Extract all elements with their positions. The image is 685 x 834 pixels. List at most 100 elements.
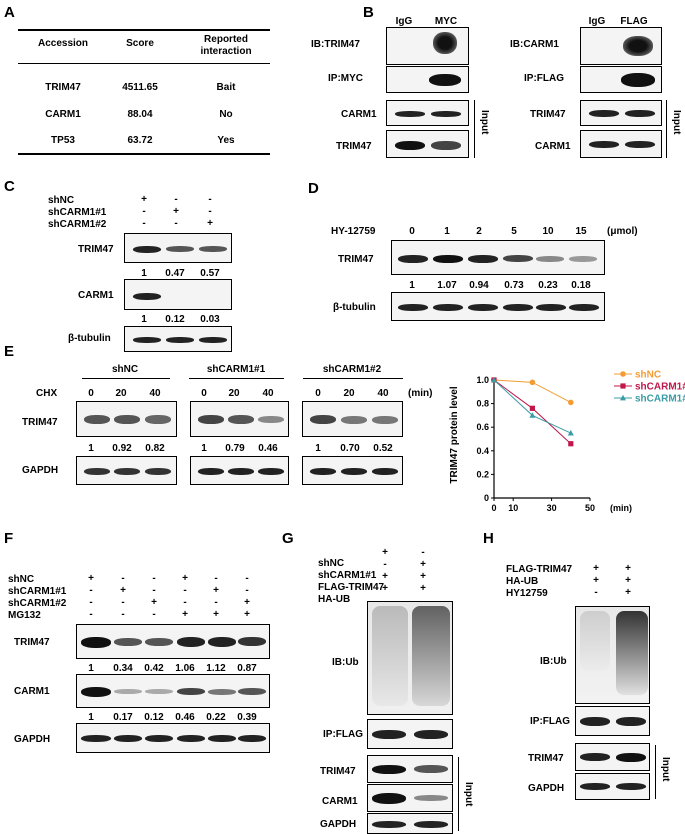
quant-value: 1: [201, 443, 207, 454]
condition-label: shNC: [8, 574, 35, 585]
row-label: GAPDH: [22, 465, 59, 476]
quant-value: 0.94: [469, 280, 489, 291]
table-cell: TRIM47: [45, 82, 81, 93]
mark: -: [89, 609, 93, 620]
x-tick-label: 50: [585, 503, 595, 513]
x-tick-label: 30: [547, 503, 557, 513]
blot-trim47: [124, 233, 232, 263]
condition-label: shNC: [48, 195, 75, 206]
row-label: IP:FLAG: [524, 73, 564, 84]
blot-carm1: [386, 100, 469, 126]
row-label: CARM1: [78, 290, 114, 301]
time-label: 0: [88, 388, 94, 399]
quant-value: 0.79: [225, 443, 245, 454]
blot-trim47-shcarm1-2: [302, 401, 403, 437]
mark: -: [421, 547, 425, 558]
row-label: TRIM47: [338, 254, 374, 265]
quant-value: 1.12: [206, 663, 226, 674]
mark: +: [382, 583, 388, 594]
blot-carm1-right: [580, 130, 662, 158]
mark: +: [182, 609, 188, 620]
table-cell: 88.04: [127, 109, 153, 120]
row-label: IP:MYC: [328, 73, 363, 84]
blot-beta-tubulin: [124, 326, 232, 352]
condition-label: shCARM1#2: [48, 219, 107, 230]
mark: -: [142, 218, 146, 229]
quant-value: 1: [141, 268, 147, 279]
data-point: [491, 376, 497, 383]
blot-ib-ub: [367, 601, 453, 715]
condition-label: shCARM1#1: [8, 586, 67, 597]
mark: +: [173, 206, 179, 217]
mark: -: [245, 585, 249, 596]
row-label: GAPDH: [528, 783, 565, 794]
x-tick-label: 10: [508, 503, 518, 513]
quant-value: 0.73: [504, 280, 524, 291]
quant-value: 0.57: [200, 268, 220, 279]
row-label: TRIM47: [78, 244, 114, 255]
quant-value: 0.18: [571, 280, 591, 291]
mark: +: [88, 573, 94, 584]
quant-value: 0.12: [165, 314, 185, 325]
blot-carm1: [367, 784, 453, 812]
quant-value: 1: [88, 663, 94, 674]
quant-value: 0.22: [206, 712, 226, 723]
mark: -: [89, 597, 93, 608]
quant-value: 0.92: [112, 443, 132, 454]
blot-beta-tubulin: [391, 292, 605, 321]
row-label: TRIM47: [528, 753, 564, 764]
row-label: TRIM47: [22, 417, 58, 428]
blot-trim47-right: [580, 100, 662, 126]
mark: +: [151, 597, 157, 608]
blot-gapdh: [575, 773, 650, 800]
condition-label: shNC: [318, 558, 345, 569]
mark: -: [152, 573, 156, 584]
table-cell: 4511.65: [122, 82, 158, 93]
condition-label: shCARM1#1: [318, 570, 377, 581]
mark: +: [625, 587, 631, 598]
table-cell: 63.72: [127, 135, 153, 146]
input-label: Input: [479, 110, 490, 135]
mark: -: [183, 585, 187, 596]
blot-trim47-shnc: [76, 401, 177, 437]
mark: -: [121, 609, 125, 620]
mark: +: [182, 573, 188, 584]
input-label: Input: [671, 110, 682, 135]
mark: -: [142, 206, 146, 217]
dose-label: 15: [575, 226, 587, 237]
quant-value: 1: [88, 712, 94, 723]
mark: +: [141, 194, 147, 205]
time-label: 20: [343, 388, 355, 399]
y-tick-label: 0.8: [476, 399, 489, 409]
row-label: TRIM47: [530, 109, 566, 120]
quant-value: 1: [88, 443, 94, 454]
blot-trim47: [575, 743, 650, 771]
condition-label: FLAG-TRIM47: [318, 582, 385, 593]
row-label: IB:Ub: [332, 657, 359, 668]
mark: +: [207, 218, 213, 229]
mark: -: [183, 597, 187, 608]
quant-value: 1: [315, 443, 321, 454]
mark: -: [174, 194, 178, 205]
chart-y-axis-label: TRIM47 protein level: [449, 386, 460, 483]
quant-value: 0.46: [258, 443, 278, 454]
dose-label: 1: [444, 226, 450, 237]
blot-ip-flag: [580, 66, 662, 93]
blot-trim47: [391, 240, 605, 275]
condition-label: shCARM1#2: [8, 598, 67, 609]
panel-label-h: H: [483, 530, 494, 547]
dose-label: 5: [511, 226, 517, 237]
data-point: [568, 441, 574, 447]
panel-label-f: F: [4, 530, 14, 547]
panel-label-b: B: [363, 4, 374, 21]
row-label: TRIM47: [336, 141, 372, 152]
blot-trim47: [76, 624, 270, 659]
quant-value: 0.46: [175, 712, 195, 723]
time-label: 40: [262, 388, 274, 399]
blot-trim47: [367, 755, 453, 783]
mark: -: [214, 597, 218, 608]
mark: +: [593, 575, 599, 586]
row-label: GAPDH: [14, 734, 51, 745]
row-label: TRIM47: [320, 766, 356, 777]
blot-gapdh: [76, 723, 270, 753]
